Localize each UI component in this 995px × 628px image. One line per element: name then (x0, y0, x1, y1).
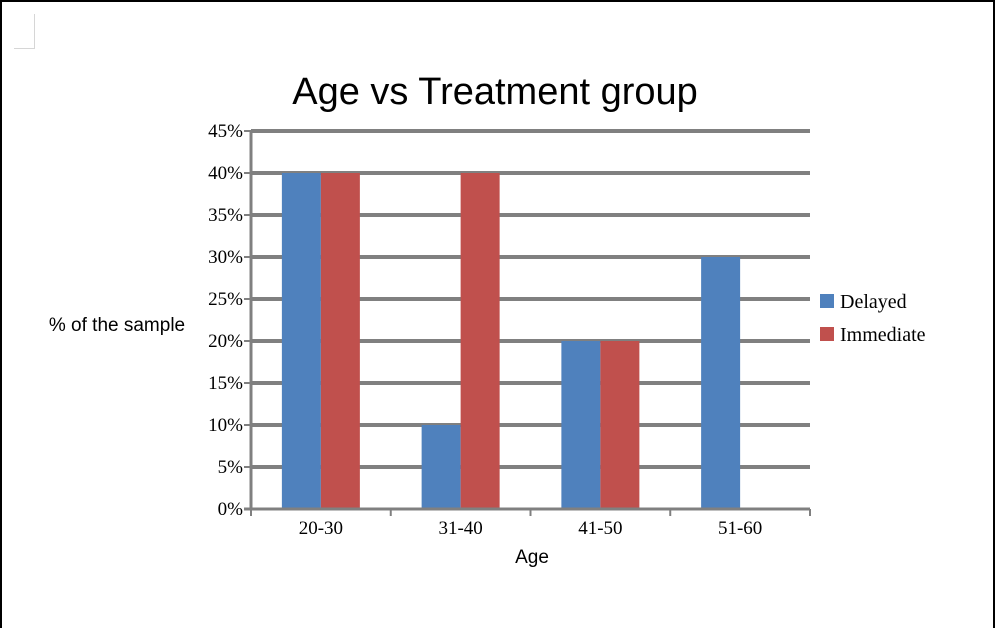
y-tick-label: 20% (208, 331, 243, 352)
y-tick-label: 0% (218, 499, 244, 520)
x-tick-label: 41-50 (578, 518, 622, 539)
x-axis-label: Age (515, 547, 549, 568)
legend-swatch-immediate (820, 327, 834, 341)
bar-immediate-31-40 (460, 173, 500, 509)
y-axis-label: % of the sample (49, 315, 185, 336)
corner-mark (14, 14, 35, 49)
x-tick-labels: 20-30 31-40 41-50 51-60 (299, 518, 763, 539)
x-tick-label: 20-30 (299, 518, 343, 539)
y-tick-label: 25% (208, 289, 243, 310)
y-tick-label: 35% (208, 205, 243, 226)
bar-delayed-41-50 (561, 341, 601, 509)
legend-swatch-delayed (820, 294, 834, 308)
y-tick-labels: 0% 5% 10% 15% 20% 25% 30% 35% 40% 45% (208, 121, 243, 520)
bar-immediate-41-50 (600, 341, 640, 509)
y-tick-label: 5% (218, 457, 244, 478)
x-tick-label: 51-60 (718, 518, 762, 539)
bar-delayed-20-30 (281, 173, 321, 509)
bar-delayed-31-40 (421, 425, 461, 509)
legend-label-immediate: Immediate (840, 324, 926, 346)
axes (244, 130, 811, 516)
y-tick-label: 10% (208, 415, 243, 436)
legend: Delayed Immediate (820, 291, 926, 346)
bar-immediate-20-30 (320, 173, 360, 509)
y-tick-label: 15% (208, 373, 243, 394)
chart-title: Age vs Treatment group (292, 71, 698, 113)
y-tick-label: 45% (208, 121, 243, 142)
bar-delayed-51-60 (701, 257, 741, 509)
bars (281, 173, 741, 509)
y-tick-label: 40% (208, 163, 243, 184)
y-tick-label: 30% (208, 247, 243, 268)
x-tick-label: 31-40 (438, 518, 482, 539)
legend-label-delayed: Delayed (840, 291, 907, 313)
